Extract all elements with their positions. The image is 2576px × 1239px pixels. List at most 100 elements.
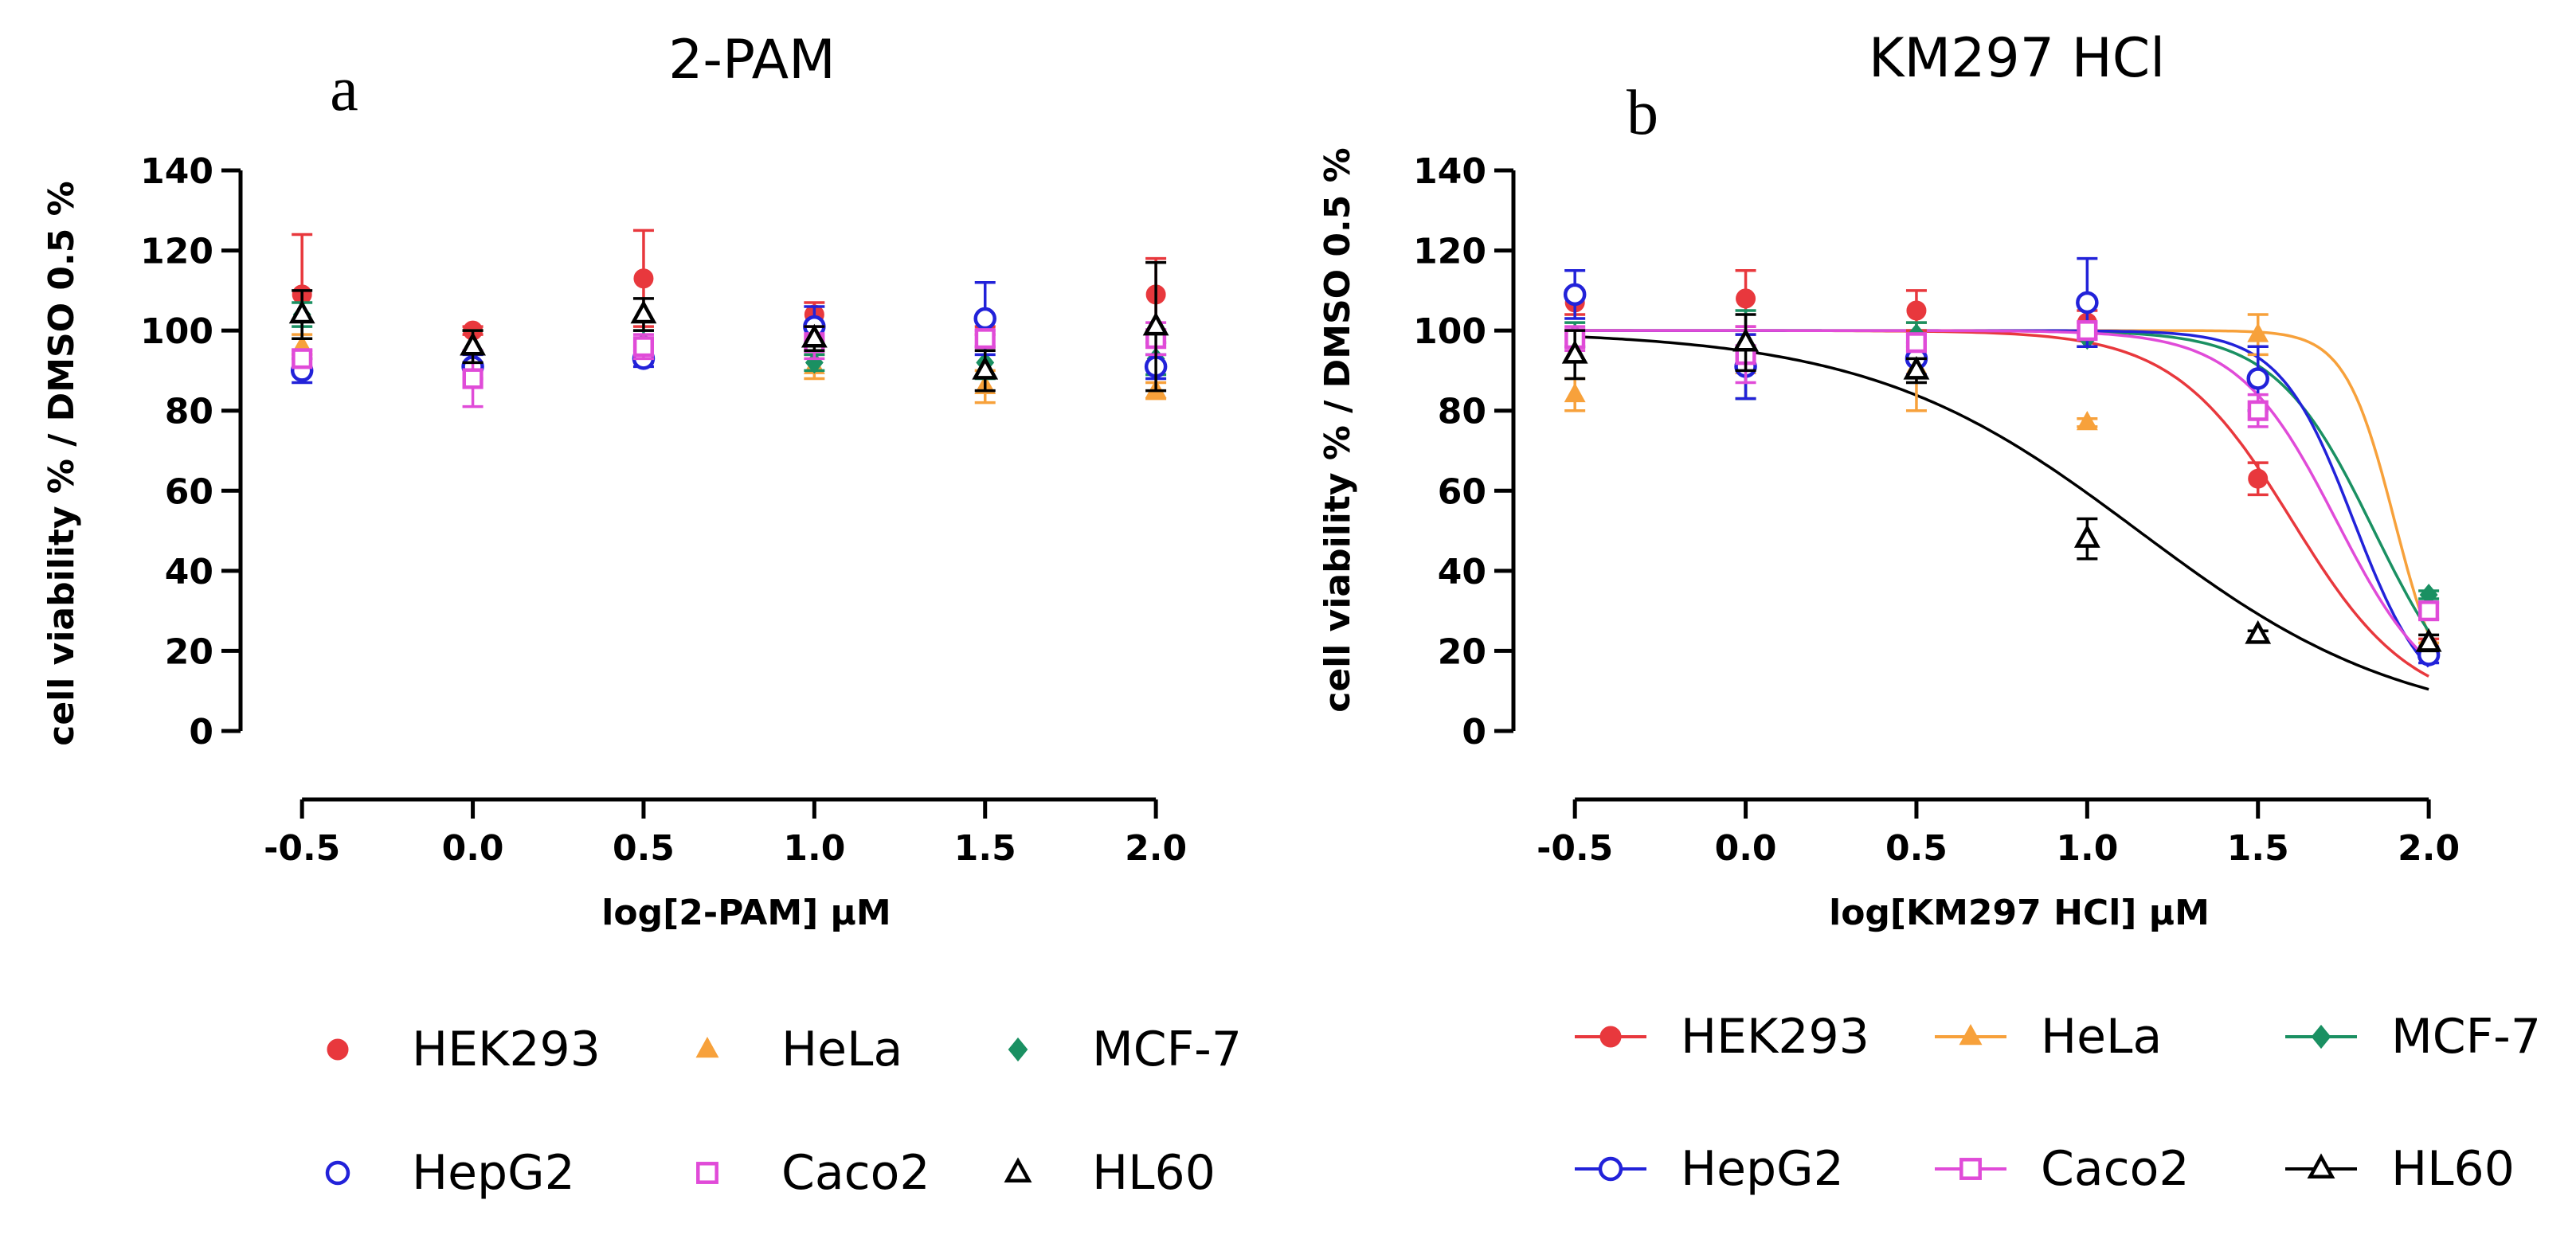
y-tick-label: 120 (1413, 232, 1486, 272)
y-tick-label: 140 (1413, 151, 1486, 192)
hl60-point (630, 299, 657, 324)
legend-marker (1008, 1037, 1028, 1062)
legend-item-caco2: Caco2 (696, 1145, 930, 1201)
caco2-point (2418, 600, 2440, 622)
caco2-series (292, 321, 1167, 408)
hela-series (1564, 313, 2440, 661)
legend-marker (1959, 1024, 1983, 1046)
hepg2-series (290, 281, 1168, 385)
mcf-7-fit-curve (1575, 329, 2430, 632)
hek293-fit-curve (1575, 329, 2429, 678)
x-tick-label: 2.0 (2398, 828, 2460, 869)
legend-marker (327, 1038, 349, 1061)
legend-label: Caco2 (2041, 1141, 2190, 1197)
hl60-point (460, 331, 486, 356)
legend-label: HL60 (2391, 1141, 2515, 1197)
hepg2-point (1563, 283, 1587, 307)
y-tick-label: 140 (140, 151, 213, 192)
x-tick-label: 0.0 (1715, 828, 1777, 869)
hepg2-fit-curve (1575, 329, 2430, 668)
hela-fit-curve (1575, 329, 2430, 635)
y-tick-label: 120 (140, 232, 213, 272)
x-tick-label: 0.5 (1885, 828, 1948, 869)
legend-item-mcf-7: MCF-7 (2285, 1009, 2541, 1065)
panel-a-letter: a (330, 54, 358, 124)
y-tick-label: 60 (1438, 471, 1486, 512)
hela-point (2076, 410, 2098, 431)
legend-label: HL60 (1092, 1145, 1216, 1201)
panel-a-legend: HEK293 HeLa MCF-7 HepG2 Caco2 HL60 (325, 1022, 1242, 1201)
hepg2-point (973, 307, 996, 330)
caco2-point (974, 328, 996, 350)
legend-label: HEK293 (1681, 1009, 1869, 1065)
legend-marker (325, 1160, 350, 1186)
hek293-point (1736, 288, 1756, 309)
legend-marker (1599, 1026, 1622, 1048)
legend-marker (1004, 1157, 1032, 1182)
legend-item-hela: HeLa (1935, 1009, 2162, 1065)
hl60-series (1561, 313, 2442, 653)
panel-b-legend: HEK293 HeLa MCF-7 HepG2 Caco2 HL60 (1575, 1009, 2541, 1197)
x-tick-label: -0.5 (1537, 828, 1613, 869)
hepg2-point (2076, 291, 2099, 315)
legend-item-hepg2: HepG2 (1575, 1141, 1844, 1197)
mcf-7-series (292, 301, 1167, 381)
caco2-series (1564, 320, 2440, 622)
panel-b-letter: b (1627, 78, 1658, 148)
legend-item-hela: HeLa (695, 1022, 902, 1077)
y-tick-label: 40 (1438, 552, 1486, 592)
x-tick-label: 2.0 (1125, 828, 1187, 869)
y-tick-label: 80 (1438, 392, 1486, 432)
legend-item-hepg2: HepG2 (325, 1145, 575, 1201)
x-tick-label: 1.0 (2056, 828, 2118, 869)
y-tick-label: 40 (165, 552, 213, 592)
legend-item-hl60: HL60 (1004, 1145, 1216, 1201)
legend-label: HEK293 (412, 1022, 601, 1077)
legend-label: HeLa (2041, 1009, 2162, 1065)
legend-marker (1959, 1158, 1982, 1180)
hl60-point (1142, 311, 1169, 336)
x-tick-label: 1.5 (954, 828, 1016, 869)
y-tick-label: 80 (165, 392, 213, 432)
hepg2-point (2246, 367, 2269, 390)
panel-b-plot: 0 20 40 60 80 100 120 140 -0.5 0.0 0.5 1.0 1.5 2.0 (1413, 151, 2460, 869)
legend-label: HeLa (781, 1022, 902, 1077)
legend-label: MCF-7 (1092, 1022, 1242, 1077)
y-tick-label: 0 (1462, 712, 1486, 752)
legend-marker (2307, 1153, 2335, 1178)
hek293-series (1564, 268, 2440, 657)
hl60-fit-curve (1575, 334, 2429, 691)
panel-a-plot: 0 20 40 60 80 100 120 140 -0.5 0.0 0.5 1.0 1.5 2.0 (140, 151, 1187, 869)
hl60-point (1732, 327, 1759, 352)
x-tick-label: 1.5 (2227, 828, 2289, 869)
panel-a-x-axis-label: log[2-PAM] µM (601, 893, 891, 933)
legend-item-mcf-7: MCF-7 (1008, 1022, 1242, 1077)
hl60-point (801, 323, 828, 348)
x-tick-label: -0.5 (264, 828, 340, 869)
y-tick-label: 20 (1438, 631, 1486, 672)
caco2-point (1905, 332, 1928, 354)
legend-item-hek293: HEK293 (1575, 1009, 1869, 1065)
caco2-point (462, 368, 483, 389)
y-tick-label: 20 (165, 631, 213, 672)
hek293-point (2248, 468, 2269, 489)
legend-label: MCF-7 (2391, 1009, 2541, 1065)
y-tick-label: 100 (140, 311, 213, 352)
panel-b: KM297 HCl b log[KM297 HCl] µM cell viabi… (1317, 27, 2541, 1197)
hela-series (291, 329, 1167, 405)
hl60-point (2415, 627, 2442, 652)
panel-a-title: 2-PAM (668, 29, 836, 92)
legend-item-hl60: HL60 (2285, 1141, 2515, 1197)
panel-a-y-axis-label: cell viability % / DMSO 0.5 % (41, 181, 82, 746)
hl60-point (1561, 339, 1588, 364)
y-tick-label: 100 (1413, 311, 1486, 352)
hek293-series (292, 229, 1167, 357)
hl60-point (2245, 620, 2272, 644)
hek293-point (633, 268, 654, 289)
legend-marker (695, 1037, 719, 1058)
hl60-point (288, 299, 315, 324)
hek293-point (1906, 300, 1927, 321)
y-tick-label: 0 (189, 712, 213, 752)
panel-b-title: KM297 HCl (1869, 27, 2165, 90)
